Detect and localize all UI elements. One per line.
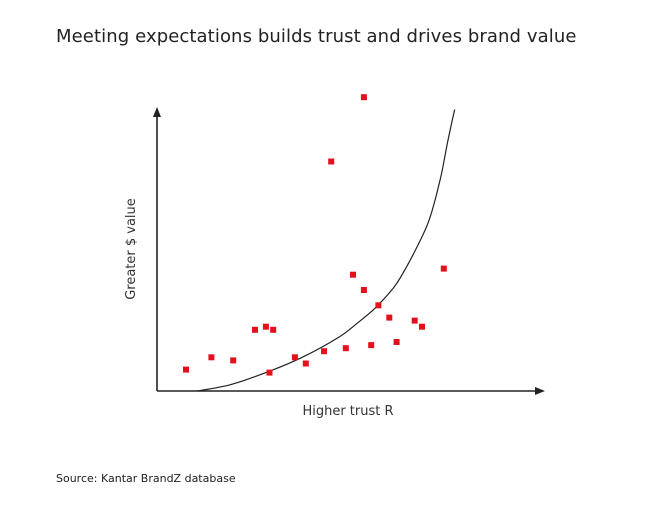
data-point-9 <box>302 360 309 367</box>
data-points <box>183 94 447 376</box>
data-point-8 <box>291 354 298 361</box>
data-point-5 <box>262 323 269 330</box>
data-point-15 <box>375 302 382 309</box>
data-point-22 <box>360 94 367 101</box>
data-point-10 <box>321 348 327 355</box>
x-axis-label: Higher trust R <box>302 404 393 419</box>
data-point-7 <box>266 369 273 376</box>
chart-title: Meeting expectations builds trust and dr… <box>56 26 577 47</box>
data-point-13 <box>360 287 367 293</box>
data-point-16 <box>386 314 393 321</box>
data-point-20 <box>440 265 447 272</box>
data-point-19 <box>419 323 425 330</box>
y-axis-label: Greater $ value <box>124 198 139 300</box>
data-point-12 <box>350 271 356 278</box>
data-point-18 <box>411 317 418 324</box>
data-point-11 <box>342 345 349 352</box>
data-point-21 <box>328 158 335 165</box>
source-note: Source: Kantar BrandZ database <box>56 472 236 485</box>
data-point-6 <box>270 326 277 333</box>
data-point-2 <box>208 354 215 361</box>
data-point-4 <box>252 326 258 333</box>
data-point-17 <box>393 339 400 345</box>
data-point-14 <box>368 342 375 349</box>
data-point-3 <box>230 357 237 364</box>
data-point-1 <box>183 366 189 373</box>
